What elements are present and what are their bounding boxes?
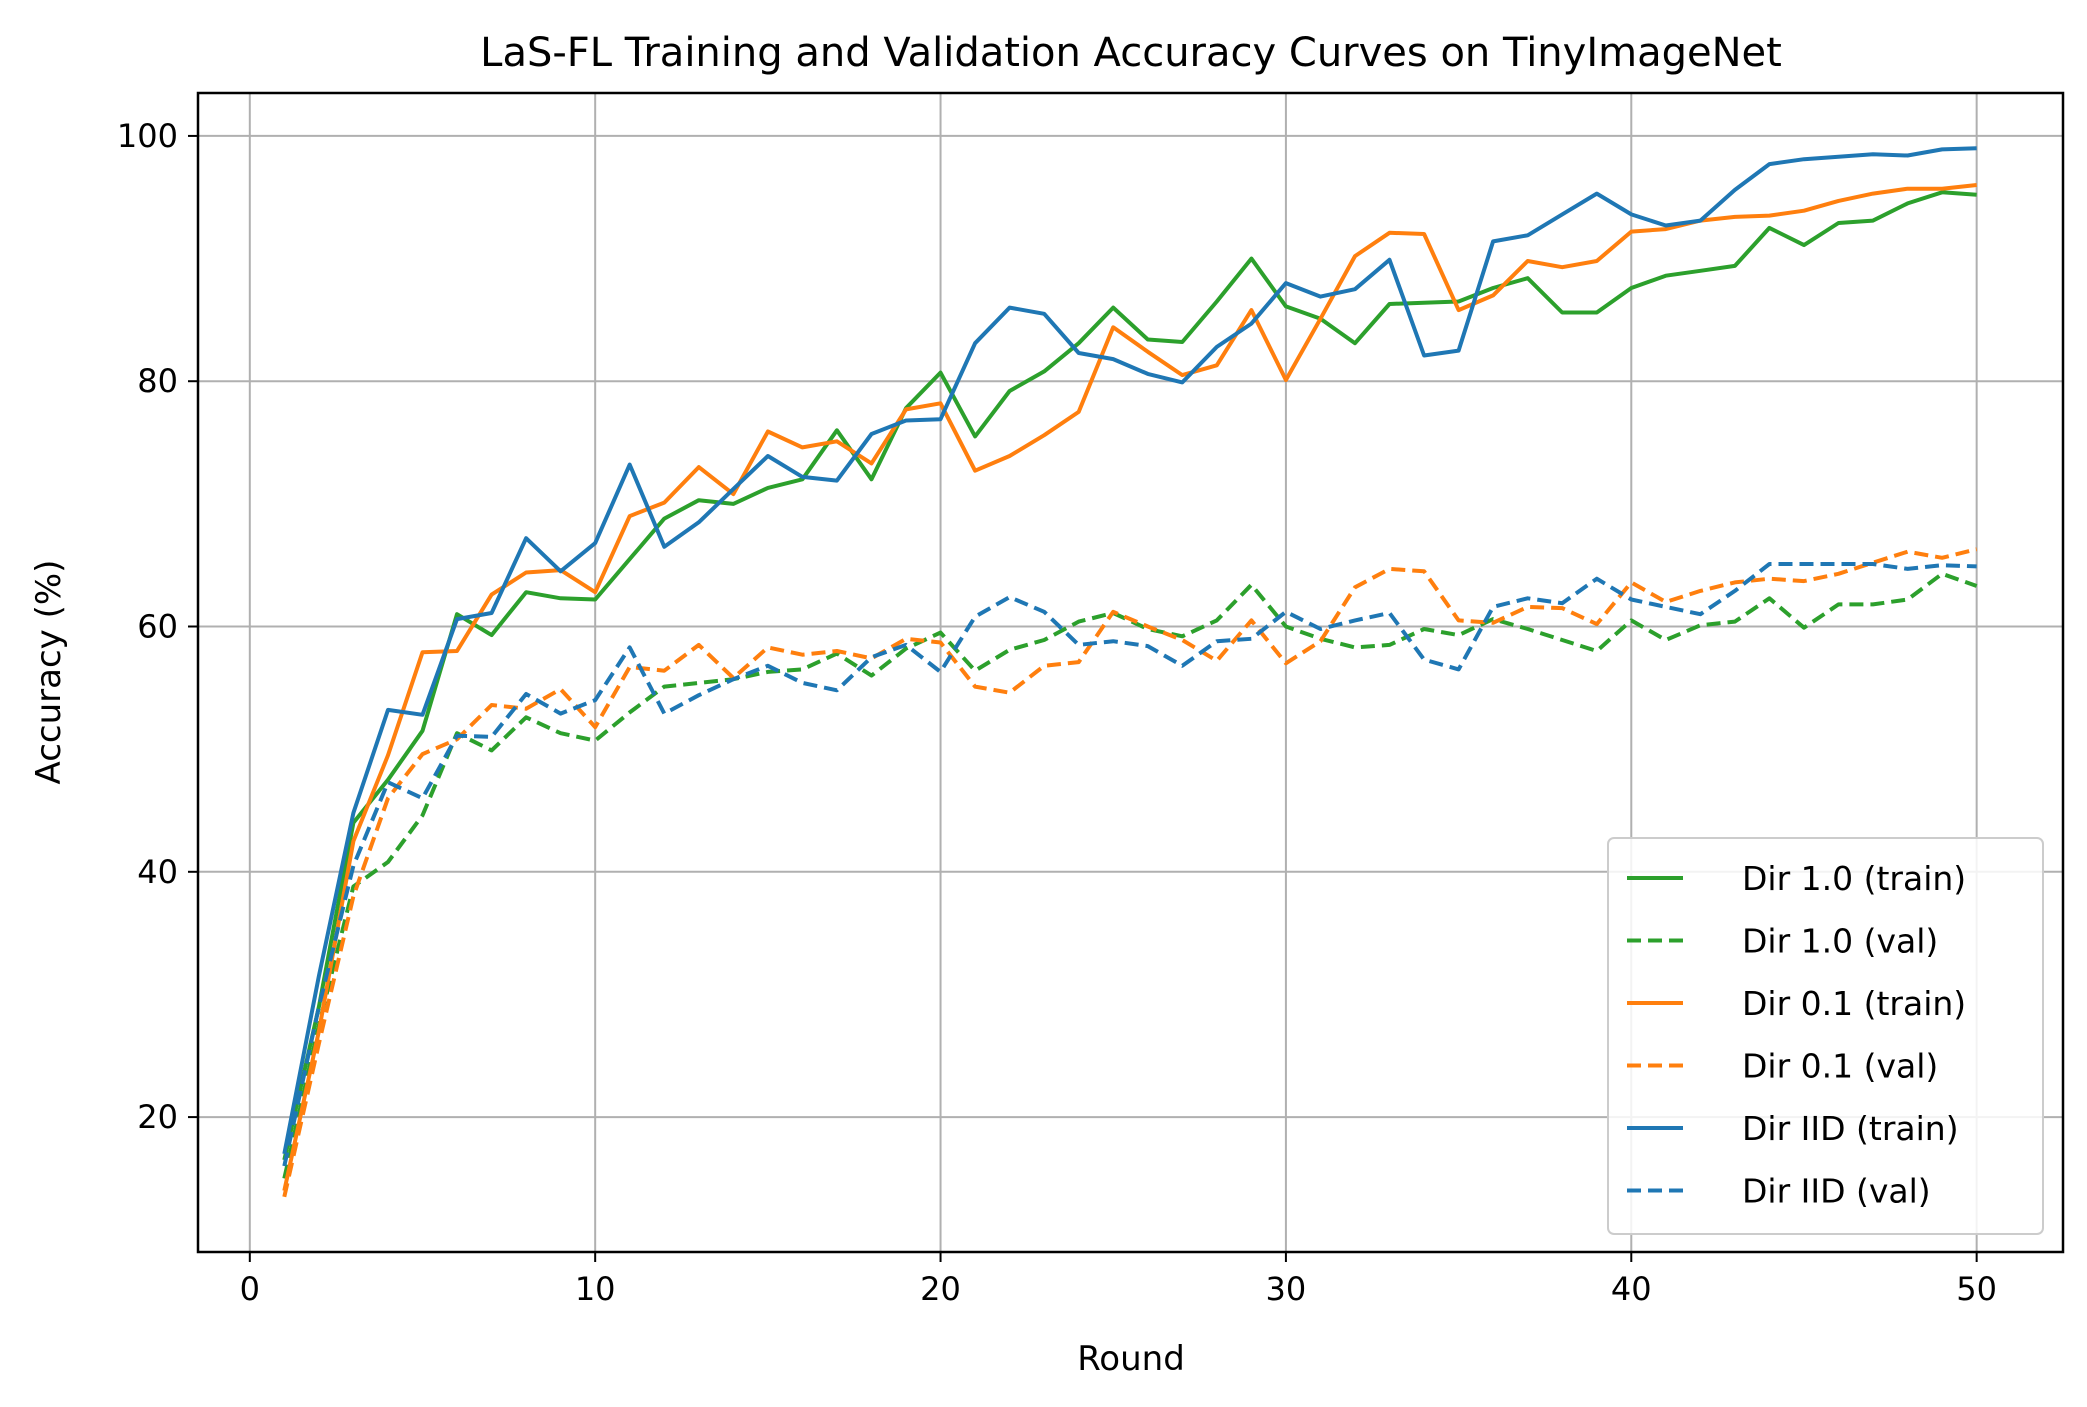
legend-label: Dir IID (val) [1742,1172,1931,1211]
y-tick-label: 20 [137,1098,178,1136]
x-tick-label: 50 [1956,1270,1997,1308]
legend-label: Dir 0.1 (val) [1742,1047,1938,1086]
grid [198,93,2063,1252]
legend: Dir 1.0 (train) Dir 1.0 (val) Dir 0.1 (tra… [1607,837,2044,1235]
x-tick-label: 40 [1611,1270,1652,1308]
y-tick-label: 80 [137,362,178,400]
chart-title: LaS-FL Training and Validation Accuracy … [480,30,1782,76]
x-tick-label: 10 [575,1270,616,1308]
series-line-dir-iid-val [282,562,1977,1167]
series-group [282,146,1978,1198]
series-line-dir-0-1-val [282,547,1978,1198]
series-line-dir-iid-train [282,146,1977,1155]
y-tick-label: 100 [117,117,178,155]
x-tick-label: 0 [240,1270,260,1308]
legend-label: Dir 1.0 (train) [1742,859,1966,898]
series-line-dir-1-0-train [282,190,1977,1161]
x-tick-label: 30 [1266,1270,1307,1308]
y-axis-label: Accuracy (%) [29,560,69,785]
legend-label: Dir 0.1 (train) [1742,984,1966,1023]
x-axis-label: Round [1077,1339,1185,1379]
legend-label: Dir IID (train) [1742,1109,1959,1148]
axis-ticks: 0 10 20 30 40 50 20 40 60 80 100 [117,117,1997,1308]
x-tick-label: 20 [920,1270,961,1308]
legend-box [1607,837,2044,1235]
y-tick-label: 40 [137,853,178,891]
plot-area-frame [196,91,2065,1254]
y-tick-label: 60 [137,608,178,646]
series-line-dir-1-0-val [282,571,1978,1179]
legend-label: Dir 1.0 (val) [1742,922,1938,961]
